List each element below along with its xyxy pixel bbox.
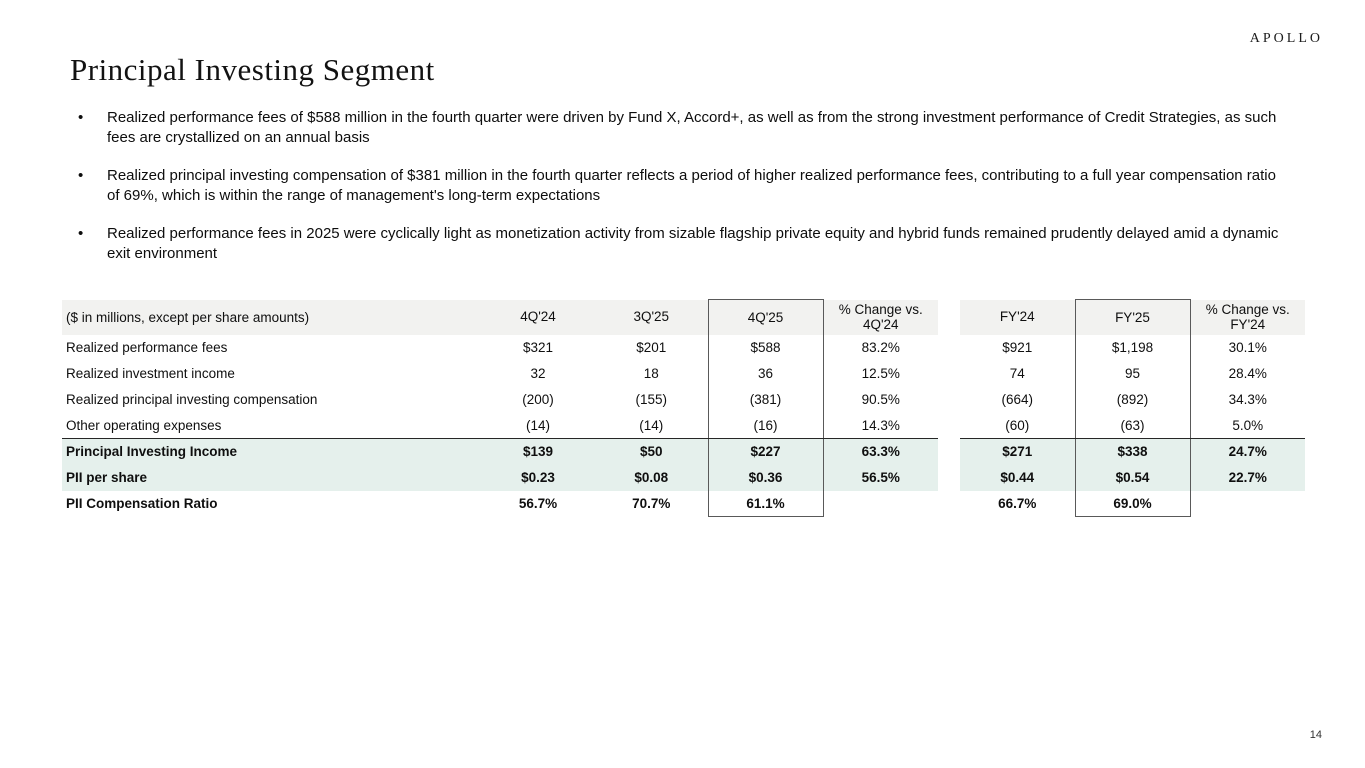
cell-value: (200) [522,392,554,407]
row-label: Realized investment income [66,366,235,381]
cell-value: 12.5% [861,366,900,381]
column-header-change-fy: % Change vs. FY'24 [1190,299,1305,335]
cell-value: (664) [1001,392,1033,407]
column-header-change-q: % Change vs. 4Q'24 [823,299,938,335]
table-header-row: ($ in millions, except per share amounts… [62,299,1305,335]
cell-value: $227 [707,438,824,465]
cell-value: 28.4% [1228,366,1267,381]
cell-value: 24.7% [1190,438,1305,465]
cell-value: 56.5% [823,464,938,491]
table-row-pii-compensation-ratio: PII Compensation Ratio 56.7% 70.7% 61.1%… [62,490,1305,517]
cell-value: $0.08 [595,464,708,491]
table-row-realized-investment-income: Realized investment income 32 18 36 12.5… [62,360,1305,387]
cell-value: 34.3% [1228,392,1267,407]
cell-value: (14) [595,412,708,439]
cell-value: $0.44 [960,464,1075,491]
cell-value [823,491,938,517]
row-label: Other operating expenses [62,412,481,439]
cell-value [1190,491,1305,517]
table-row-other-operating-expenses: Other operating expenses (14) (14) (16) … [62,412,1305,439]
column-gap [938,490,960,517]
page-title: Principal Investing Segment [70,52,435,87]
column-gap [938,412,960,439]
table-units-note: ($ in millions, except per share amounts… [62,299,481,335]
cell-value: 83.2% [861,340,900,355]
cell-value: 14.3% [823,412,938,439]
cell-value: $271 [960,438,1075,465]
table-row-principal-investing-income: Principal Investing Income $139 $50 $227… [62,438,1305,465]
cell-value: (155) [635,392,667,407]
bullet-marker: • [78,225,84,242]
cell-value: $321 [522,340,554,355]
financial-table-container: ($ in millions, except per share amounts… [62,299,1305,517]
cell-value: $201 [636,340,667,355]
page-number: 14 [1309,729,1322,741]
column-gap [938,299,960,335]
cell-value: 32 [530,366,546,381]
bullet-item: • Realized principal investing compensat… [78,166,1294,205]
column-gap [938,360,960,387]
table-row-realized-principal-investing-compensation: Realized principal investing compensatio… [62,386,1305,413]
cell-value: $1,198 [1074,334,1191,361]
column-header-3q25: 3Q'25 [595,299,708,335]
cell-value: 90.5% [861,392,900,407]
bullet-text: Realized performance fees of $588 millio… [107,109,1277,146]
cell-value: $338 [1074,438,1191,465]
cell-value: $921 [1002,340,1033,355]
column-gap [938,334,960,361]
cell-value: 5.0% [1190,412,1305,439]
cell-value: 66.7% [998,496,1037,511]
cell-value: (63) [1074,412,1191,439]
cell-value: 22.7% [1190,464,1305,491]
bullet-marker: • [78,109,84,126]
bullet-list: • Realized performance fees of $588 mill… [78,108,1294,282]
column-header-fy24: FY'24 [960,299,1075,335]
row-label: Realized performance fees [66,340,228,355]
cell-value: 18 [643,366,659,381]
column-header-fy25: FY'25 [1074,299,1191,335]
table-row-realized-performance-fees: Realized performance fees $321 $201 $588… [62,334,1305,361]
bullet-item: • Realized performance fees of $588 mill… [78,108,1294,147]
cell-value: (892) [1074,386,1191,413]
cell-value: 36 [707,360,824,387]
cell-value: (381) [707,386,824,413]
apollo-logo: APOLLO [1249,31,1323,46]
row-label: PII per share [62,464,481,491]
cell-value: $139 [481,438,595,465]
cell-value: $0.36 [707,464,824,491]
cell-value: 69.0% [1074,490,1191,517]
cell-value: 63.3% [823,438,938,465]
column-gap [938,386,960,413]
cell-value: 30.1% [1228,340,1267,355]
cell-value: 61.1% [707,490,824,517]
row-label: Principal Investing Income [62,438,481,465]
cell-value: $588 [707,334,824,361]
row-label: Realized principal investing compensatio… [66,392,318,407]
bullet-text: Realized principal investing compensatio… [107,167,1276,204]
row-label: PII Compensation Ratio [66,496,218,511]
cell-value: 74 [1009,366,1025,381]
column-gap [938,464,960,491]
cell-value: 95 [1074,360,1191,387]
cell-value: (14) [481,412,595,439]
column-gap [938,438,960,465]
cell-value: 56.7% [518,496,558,511]
bullet-marker: • [78,167,84,184]
cell-value: (16) [707,412,824,439]
cell-value: 70.7% [632,496,671,511]
bullet-text: Realized performance fees in 2025 were c… [107,225,1279,262]
financial-table: ($ in millions, except per share amounts… [62,299,1305,517]
cell-value: $0.23 [481,464,595,491]
cell-value: $0.54 [1074,464,1191,491]
cell-value: $50 [595,438,708,465]
cell-value: (60) [960,412,1075,439]
column-header-4q24: 4Q'24 [481,299,595,335]
column-header-4q25: 4Q'25 [707,299,824,335]
bullet-item: • Realized performance fees in 2025 were… [78,224,1294,263]
table-row-pii-per-share: PII per share $0.23 $0.08 $0.36 56.5% $0… [62,464,1305,491]
